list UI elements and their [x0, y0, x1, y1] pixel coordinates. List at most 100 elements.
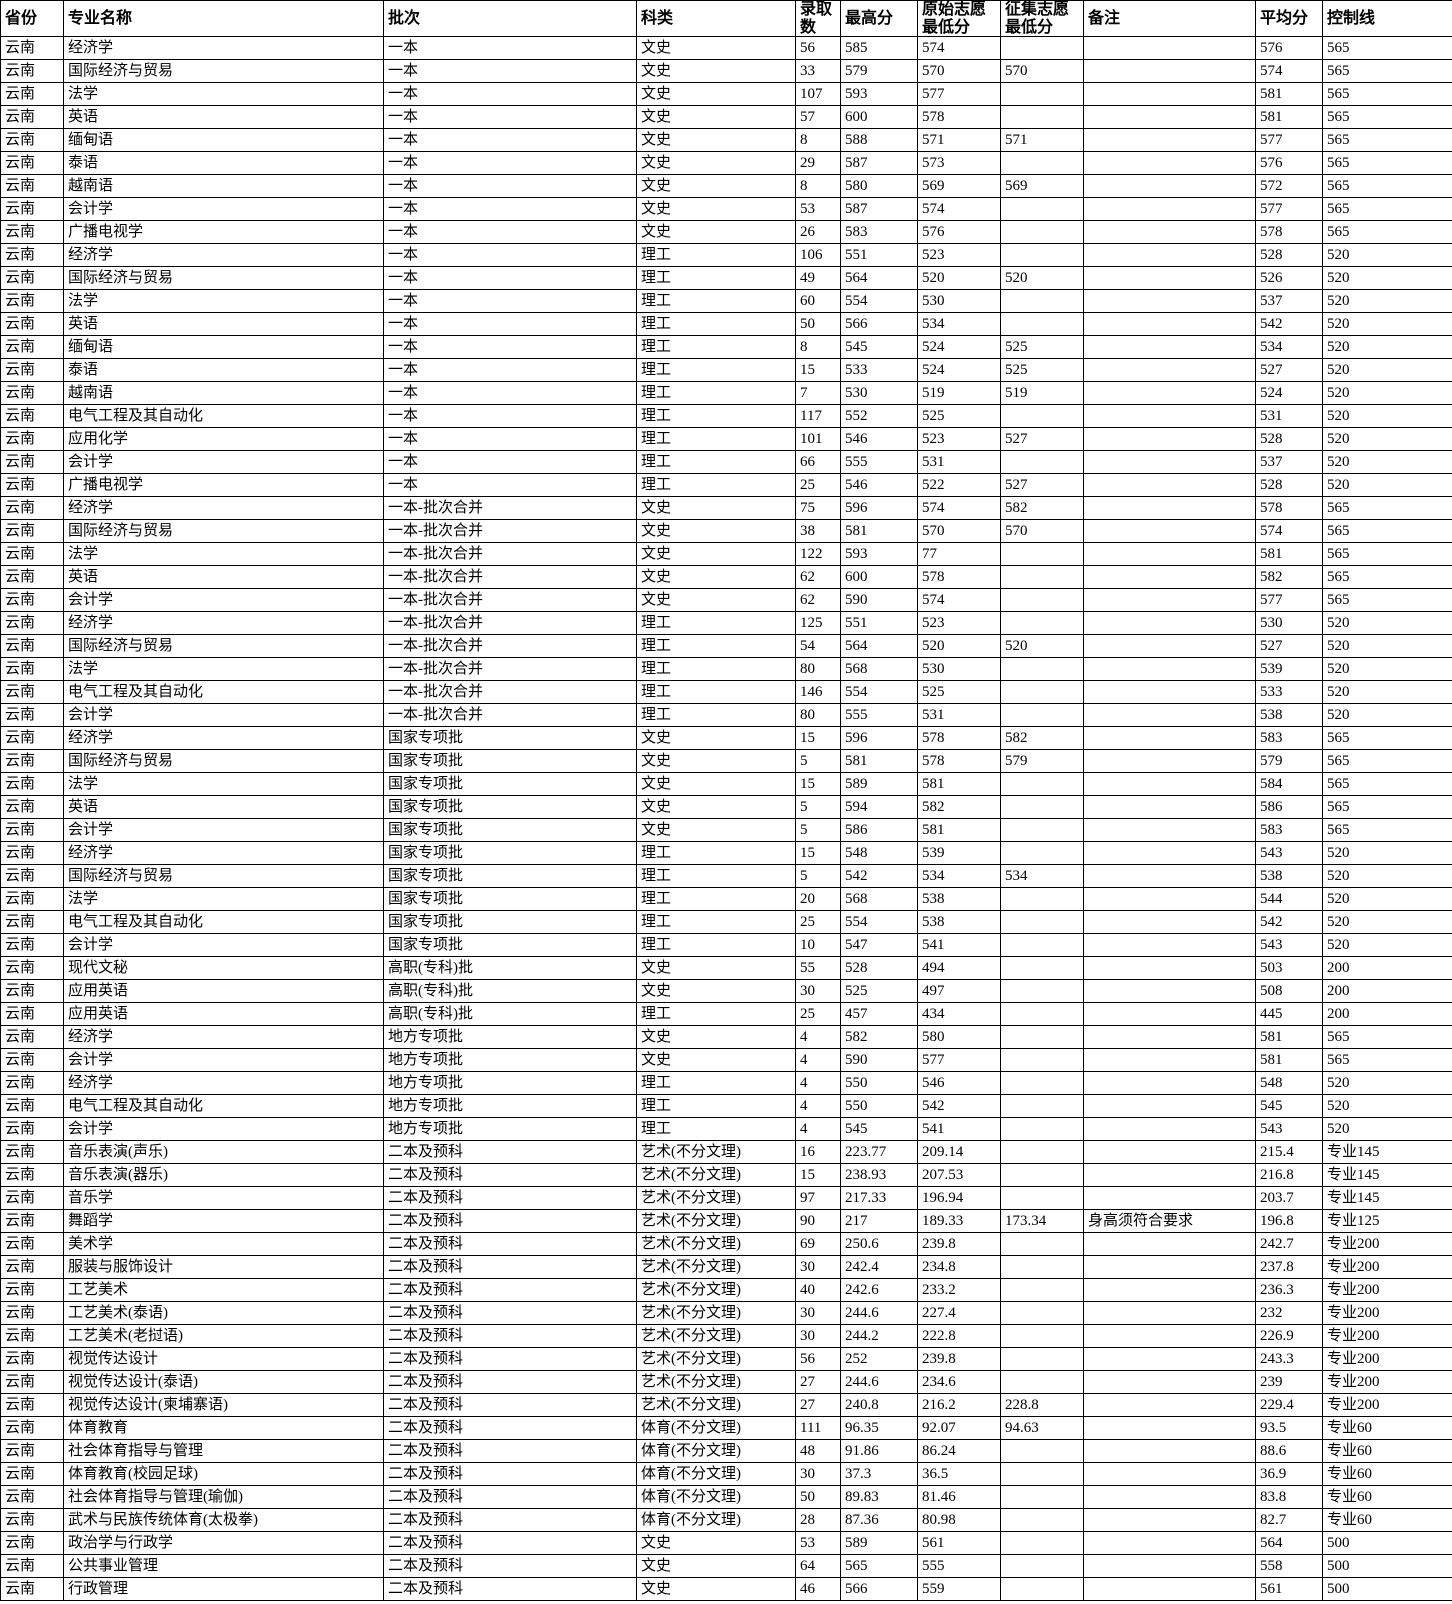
table-cell: 一本: [383, 36, 637, 61]
table-cell: [1083, 1554, 1256, 1579]
column-header-2: 专业名称: [63, 0, 384, 38]
table-cell: 艺术(不分文理): [636, 1347, 796, 1372]
table-cell: [1000, 1163, 1084, 1188]
table-cell: 越南语: [63, 381, 384, 406]
table-cell: 552: [840, 404, 918, 429]
table-cell: 理工: [636, 887, 796, 912]
table-cell: 196.94: [917, 1186, 1001, 1211]
table-cell: 云南: [0, 1485, 64, 1510]
table-cell: 文史: [636, 174, 796, 199]
table-cell: 国际经济与贸易: [63, 749, 384, 774]
table-cell: [1000, 105, 1084, 130]
table-cell: 一本: [383, 151, 637, 176]
table-cell: 体育(不分文理): [636, 1485, 796, 1510]
table-cell: 法学: [63, 542, 384, 567]
table-cell: [1000, 1232, 1084, 1257]
table-cell: 二本及预科: [383, 1140, 637, 1165]
table-cell: [1083, 1117, 1256, 1142]
table-cell: 565: [1322, 151, 1452, 176]
table-cell: 一本-批次合并: [383, 634, 637, 659]
table-cell: 二本及预科: [383, 1370, 637, 1395]
table-cell: 一本: [383, 473, 637, 498]
table-cell: 239: [1255, 1370, 1323, 1395]
table-cell: 232: [1255, 1301, 1323, 1326]
table-cell: [1083, 1439, 1256, 1464]
table-cell: 工艺美术: [63, 1278, 384, 1303]
table-cell: 国际经济与贸易: [63, 59, 384, 84]
table-cell: [1083, 151, 1256, 176]
table-row: 云南 应用化学 一本 理工 101 546 523 527 528 520: [0, 427, 1452, 452]
table-row: 云南 电气工程及其自动化 地方专项批 理工 4 550 542 545 520: [0, 1094, 1452, 1119]
table-cell: 云南: [0, 933, 64, 958]
header-row: 省份 专业名称 批次 科类 录取数 最高分 原始志愿最低分 征集志愿最低分 备注 平均分 控制线: [0, 0, 1452, 38]
table-cell: 539: [917, 841, 1001, 866]
table-cell: [1083, 1278, 1256, 1303]
column-header-8: 征集志愿最低分: [1000, 0, 1084, 38]
table-cell: 229.4: [1255, 1393, 1323, 1418]
table-cell: 242.6: [840, 1278, 918, 1303]
table-cell: 36.5: [917, 1462, 1001, 1487]
table-cell: 244.6: [840, 1370, 918, 1395]
table-row: 云南 英语 一本 理工 50 566 534 542 520: [0, 312, 1452, 337]
table-cell: 572: [1255, 174, 1323, 199]
table-cell: 581: [840, 749, 918, 774]
table-cell: 25: [795, 1002, 841, 1027]
table-cell: 文史: [636, 197, 796, 222]
table-cell: 25: [795, 910, 841, 935]
table-row: 云南 电气工程及其自动化 一本 理工 117 552 525 531 520: [0, 404, 1452, 429]
table-cell: 520: [1322, 473, 1452, 498]
table-cell: 93.5: [1255, 1416, 1323, 1441]
table-cell: 专业125: [1322, 1209, 1452, 1234]
table-cell: 226.9: [1255, 1324, 1323, 1349]
table-cell: 581: [1255, 82, 1323, 107]
column-header-10: 平均分: [1255, 0, 1323, 38]
table-cell: 574: [1255, 59, 1323, 84]
table-row: 云南 视觉传达设计(泰语) 二本及预科 艺术(不分文理) 27 244.6 234.6 239…: [0, 1370, 1452, 1395]
table-cell: [1083, 1071, 1256, 1096]
table-cell: 565: [1322, 542, 1452, 567]
table-cell: 云南: [0, 956, 64, 981]
table-cell: 会计学: [63, 703, 384, 728]
table-cell: 应用英语: [63, 1002, 384, 1027]
table-cell: 581: [1255, 105, 1323, 130]
table-cell: 云南: [0, 1324, 64, 1349]
table-cell: 理工: [636, 266, 796, 291]
table-cell: 554: [840, 289, 918, 314]
table-cell: 228.8: [1000, 1393, 1084, 1418]
table-cell: 一本: [383, 404, 637, 429]
table-cell: 美术学: [63, 1232, 384, 1257]
table-cell: [1083, 1462, 1256, 1487]
table-cell: 555: [840, 450, 918, 475]
table-cell: 文史: [636, 726, 796, 751]
table-cell: 107: [795, 82, 841, 107]
table-cell: 568: [840, 887, 918, 912]
table-cell: 理工: [636, 381, 796, 406]
table-cell: 555: [917, 1554, 1001, 1579]
table-cell: 一本: [383, 197, 637, 222]
table-cell: [1083, 795, 1256, 820]
table-cell: 云南: [0, 1508, 64, 1533]
table-cell: 500: [1322, 1554, 1452, 1579]
table-cell: 200: [1322, 1002, 1452, 1027]
table-cell: 法学: [63, 289, 384, 314]
table-cell: 15: [795, 358, 841, 383]
table-cell: 5: [795, 864, 841, 889]
table-cell: [1000, 1324, 1084, 1349]
table-cell: 高职(专科)批: [383, 956, 637, 981]
table-cell: 520: [1322, 381, 1452, 406]
table-cell: 565: [1322, 496, 1452, 521]
table-cell: 云南: [0, 151, 64, 176]
table-cell: 理工: [636, 404, 796, 429]
table-cell: 法学: [63, 657, 384, 682]
table-row: 云南 法学 一本-批次合并 理工 80 568 530 539 520: [0, 657, 1452, 682]
table-cell: 云南: [0, 1301, 64, 1326]
table-cell: 文史: [636, 519, 796, 544]
table-cell: 英语: [63, 795, 384, 820]
table-row: 云南 法学 国家专项批 文史 15 589 581 584 565: [0, 772, 1452, 797]
table-cell: 593: [840, 82, 918, 107]
table-cell: 508: [1255, 979, 1323, 1004]
table-cell: 身高须符合要求: [1083, 1209, 1256, 1234]
table-cell: 电气工程及其自动化: [63, 680, 384, 705]
table-cell: 8: [795, 335, 841, 360]
table-cell: 艺术(不分文理): [636, 1370, 796, 1395]
